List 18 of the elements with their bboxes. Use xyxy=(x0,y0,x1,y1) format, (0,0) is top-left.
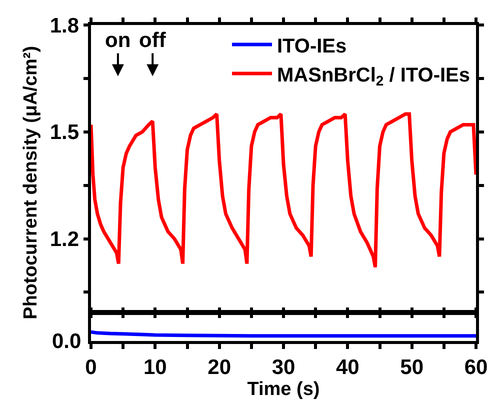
x-tick-label: 50 xyxy=(400,356,424,379)
y-tick-label: 1.5 xyxy=(50,121,80,144)
x-tick-label: 20 xyxy=(208,356,232,379)
x-tick-label: 30 xyxy=(272,356,296,379)
x-axis-title: Time (s) xyxy=(247,378,320,400)
y-axis-title: Photocurrent density (μA/cm²) xyxy=(20,46,42,320)
x-tick-label: 0 xyxy=(85,356,97,379)
x-tick-label: 60 xyxy=(464,356,488,379)
x-tick-label: 40 xyxy=(336,356,360,379)
annotation: off xyxy=(139,29,167,52)
y-tick-label: 1.8 xyxy=(50,14,80,38)
legend-label: MASnBrCl$_{2}$ / ITO-IEs xyxy=(277,64,470,88)
annotation: on xyxy=(105,29,131,52)
x-tick-label: 10 xyxy=(143,356,167,379)
text: 0.0 xyxy=(52,330,82,353)
y-tick-label: 1.2 xyxy=(50,228,80,252)
line-series xyxy=(91,112,476,269)
legend-label: ITO-IEs xyxy=(277,35,347,58)
